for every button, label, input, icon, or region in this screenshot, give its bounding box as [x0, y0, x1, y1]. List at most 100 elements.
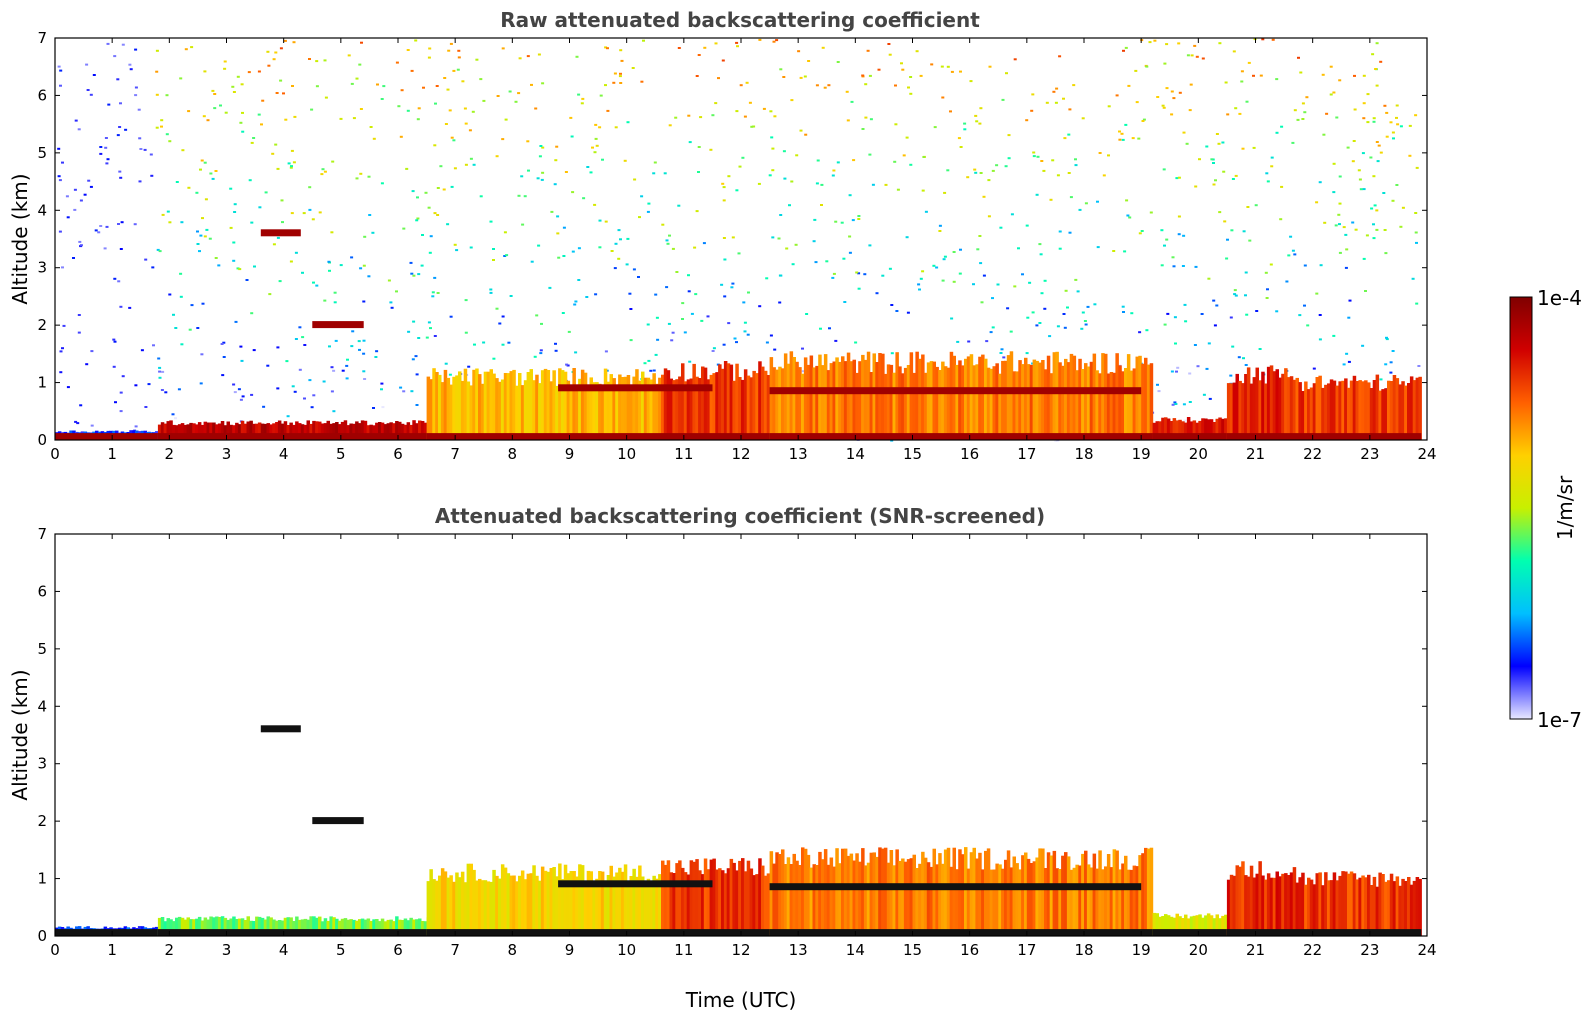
boundary-layer-column: [1418, 376, 1422, 440]
boundary-layer-column: [386, 423, 391, 440]
noise-pixel: [1058, 55, 1062, 58]
noise-pixel: [647, 359, 651, 362]
boundary-layer-column: [463, 882, 468, 936]
boundary-layer-column: [1166, 915, 1171, 936]
boundary-layer-column: [618, 867, 622, 936]
boundary-layer-column: [172, 921, 176, 936]
boundary-layer-column: [1109, 372, 1114, 440]
noise-pixel: [1241, 147, 1245, 150]
boundary-layer-column: [1347, 873, 1351, 936]
noise-pixel: [134, 86, 138, 89]
boundary-layer-column: [1132, 368, 1137, 440]
noise-pixel: [1069, 196, 1073, 199]
boundary-layer-column: [1255, 367, 1259, 440]
boundary-layer-column: [609, 865, 613, 936]
noise-pixel: [232, 383, 236, 386]
boundary-layer-column: [406, 920, 411, 936]
boundary-layer-column: [621, 871, 625, 936]
noise-pixel: [714, 102, 718, 105]
boundary-layer-column: [372, 919, 376, 936]
noise-pixel: [642, 39, 645, 42]
noise-pixel: [1042, 169, 1046, 172]
noise-pixel: [1252, 146, 1256, 149]
boundary-layer-column: [563, 371, 568, 440]
noise-pixel: [909, 76, 913, 78]
noise-pixel: [539, 145, 543, 147]
boundary-layer-column: [718, 364, 722, 440]
noise-pixel: [464, 299, 468, 302]
boundary-layer-column: [343, 918, 348, 936]
boundary-layer-column: [318, 421, 322, 440]
noise-pixel: [357, 340, 361, 343]
boundary-layer-column: [832, 866, 836, 936]
noise-pixel: [1417, 365, 1421, 367]
noise-pixel: [1280, 125, 1284, 128]
noise-pixel: [341, 369, 345, 372]
noise-pixel: [1338, 79, 1342, 82]
noise-pixel: [489, 291, 493, 294]
noise-pixel: [501, 343, 505, 346]
boundary-layer-column: [532, 380, 536, 440]
noise-pixel: [411, 190, 415, 193]
boundary-layer-column: [320, 423, 325, 440]
boundary-layer-column: [683, 381, 688, 440]
boundary-layer-column: [469, 863, 473, 936]
panel-screened-y-label: Altitude (km): [8, 669, 32, 800]
noise-pixel: [467, 365, 471, 368]
x-tick-label: 21: [1246, 941, 1265, 959]
noise-pixel: [821, 46, 825, 49]
noise-pixel: [1233, 289, 1237, 292]
boundary-layer-column: [1115, 353, 1119, 440]
boundary-layer-column: [283, 917, 288, 936]
boundary-layer-column: [378, 921, 382, 936]
noise-pixel: [399, 386, 403, 389]
noise-pixel: [410, 272, 414, 275]
noise-pixel: [1035, 324, 1039, 327]
boundary-layer-column: [1281, 373, 1285, 440]
boundary-layer-column: [252, 423, 256, 440]
noise-pixel: [1112, 250, 1116, 252]
boundary-layer-column: [455, 375, 459, 440]
y-tick-label: 1: [37, 870, 47, 888]
boundary-layer-column: [323, 423, 328, 440]
noise-pixel: [832, 272, 836, 275]
noise-pixel: [1052, 90, 1056, 93]
noise-pixel: [507, 341, 511, 344]
boundary-layer-column: [1327, 383, 1331, 440]
boundary-layer-column: [346, 919, 350, 936]
boundary-layer-column: [918, 358, 922, 440]
noise-pixel: [184, 48, 188, 51]
x-tick-label: 16: [960, 941, 979, 959]
boundary-layer-column: [386, 919, 391, 936]
noise-pixel: [1347, 316, 1351, 319]
boundary-layer-column: [812, 864, 816, 936]
boundary-layer-column: [929, 866, 934, 936]
noise-pixel: [489, 288, 493, 291]
boundary-layer-column: [1169, 421, 1174, 440]
noise-pixel: [231, 85, 235, 88]
noise-pixel: [735, 341, 738, 344]
noise-pixel: [1332, 91, 1336, 94]
noise-pixel: [380, 388, 383, 391]
noise-pixel: [832, 169, 836, 172]
noise-pixel: [857, 272, 861, 275]
noise-pixel: [479, 78, 483, 81]
noise-pixel: [1122, 49, 1125, 52]
noise-pixel: [765, 341, 769, 344]
noise-pixel: [232, 259, 236, 262]
boundary-layer-column: [209, 422, 213, 440]
boundary-layer-column: [1378, 872, 1382, 936]
noise-pixel: [1376, 160, 1380, 163]
noise-pixel: [1224, 81, 1228, 84]
boundary-layer-column: [943, 849, 948, 936]
noise-pixel: [654, 353, 658, 356]
boundary-layer-column: [1055, 351, 1059, 440]
boundary-layer-column: [572, 368, 576, 440]
boundary-layer-column: [1066, 362, 1071, 440]
boundary-layer-column: [952, 355, 956, 440]
boundary-layer-column: [1226, 383, 1231, 440]
noise-pixel: [727, 175, 731, 178]
boundary-layer-column: [1381, 389, 1385, 440]
boundary-layer-column: [263, 423, 268, 440]
noise-pixel: [471, 110, 475, 113]
